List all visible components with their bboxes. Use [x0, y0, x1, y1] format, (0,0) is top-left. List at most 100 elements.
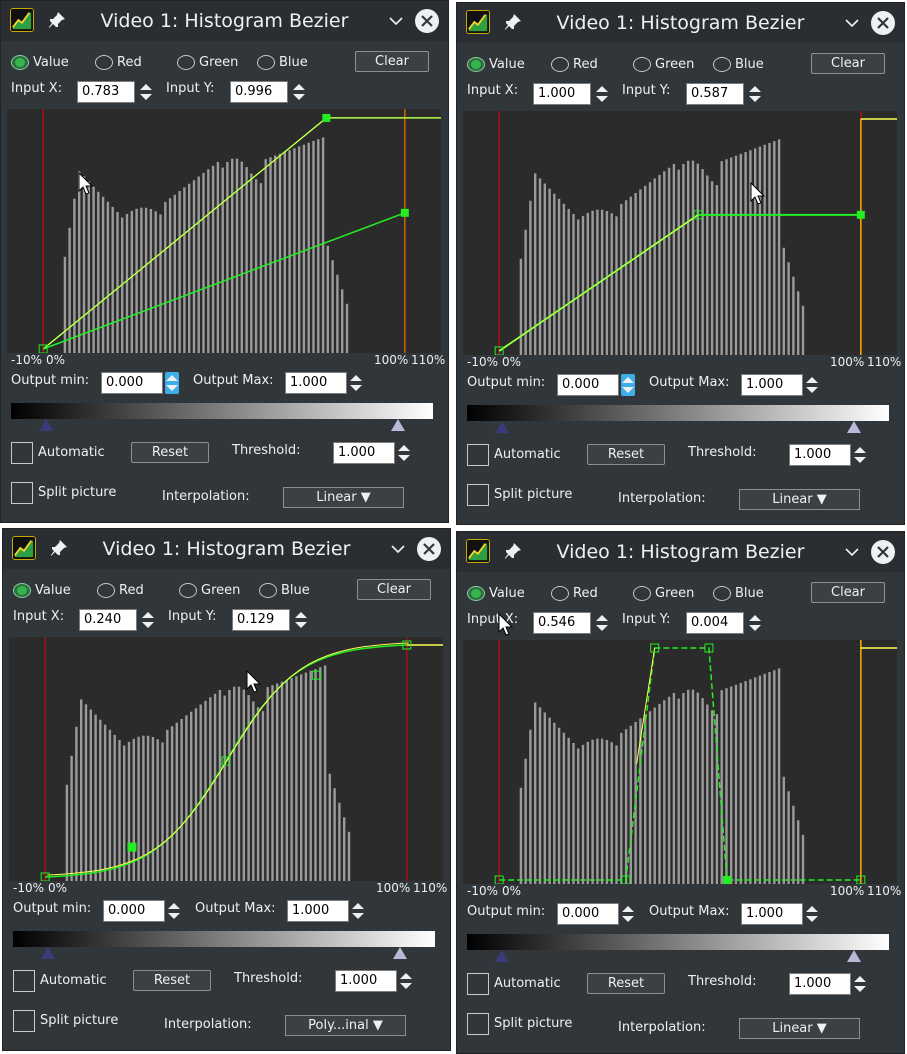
pin-icon[interactable]: [49, 538, 69, 558]
chevron-down-icon[interactable]: [844, 544, 860, 560]
output-max-handle[interactable]: [847, 950, 861, 962]
input-y-field[interactable]: 0.996: [230, 81, 288, 103]
radio-dot[interactable]: [179, 582, 197, 598]
radio-green[interactable]: Green: [633, 584, 694, 602]
output-min-stepper[interactable]: [165, 372, 179, 394]
automatic-checkbox[interactable]: [11, 442, 33, 464]
output-max-stepper[interactable]: [805, 374, 819, 396]
radio-value[interactable]: Value: [467, 584, 525, 602]
radio-green[interactable]: Green: [179, 581, 240, 599]
output-max-field[interactable]: 1.000: [287, 900, 349, 922]
radio-green[interactable]: Green: [633, 55, 694, 73]
split-picture-checkbox[interactable]: [13, 1010, 35, 1032]
input-x-stepper[interactable]: [139, 81, 153, 103]
threshold-field[interactable]: 1.000: [335, 970, 397, 992]
input-y-field[interactable]: 0.004: [686, 612, 744, 634]
radio-red[interactable]: Red: [551, 584, 598, 602]
radio-dot[interactable]: [467, 56, 485, 72]
output-min-field[interactable]: 0.000: [103, 900, 165, 922]
pin-icon[interactable]: [503, 12, 523, 32]
title-bar[interactable]: Video 1: Histogram Bezier: [457, 532, 904, 572]
input-x-field[interactable]: 0.240: [79, 609, 137, 631]
radio-dot[interactable]: [551, 56, 569, 72]
split-picture-checkbox[interactable]: [467, 484, 489, 506]
output-max-stepper[interactable]: [805, 903, 819, 925]
pin-icon[interactable]: [47, 10, 67, 30]
output-min-stepper[interactable]: [621, 374, 635, 396]
output-min-handle[interactable]: [495, 421, 509, 433]
close-icon[interactable]: [415, 9, 439, 33]
threshold-stepper[interactable]: [853, 444, 867, 466]
curve-editor[interactable]: [7, 109, 441, 353]
output-min-handle[interactable]: [39, 419, 53, 431]
radio-dot[interactable]: [95, 54, 113, 70]
title-bar[interactable]: Video 1: Histogram Bezier: [3, 529, 450, 569]
radio-blue[interactable]: Blue: [713, 584, 764, 602]
input-x-stepper[interactable]: [595, 83, 609, 105]
radio-red[interactable]: Red: [551, 55, 598, 73]
radio-dot[interactable]: [97, 582, 115, 598]
curve-editor[interactable]: [463, 640, 897, 884]
clear-button[interactable]: Clear: [355, 51, 429, 72]
output-max-field[interactable]: 1.000: [285, 372, 347, 394]
radio-red[interactable]: Red: [97, 581, 144, 599]
radio-dot[interactable]: [713, 56, 731, 72]
output-min-field[interactable]: 0.000: [557, 903, 619, 925]
input-y-stepper[interactable]: [748, 612, 762, 634]
title-bar[interactable]: Video 1: Histogram Bezier: [457, 3, 904, 43]
input-x-stepper[interactable]: [141, 609, 155, 631]
threshold-stepper[interactable]: [853, 973, 867, 995]
radio-blue[interactable]: Blue: [713, 55, 764, 73]
output-min-handle[interactable]: [41, 947, 55, 959]
chevron-down-icon[interactable]: [388, 13, 404, 29]
automatic-checkbox[interactable]: [467, 973, 489, 995]
radio-dot[interactable]: [551, 585, 569, 601]
radio-dot[interactable]: [467, 585, 485, 601]
reset-button[interactable]: Reset: [133, 970, 211, 991]
input-y-stepper[interactable]: [292, 81, 306, 103]
output-min-field[interactable]: 0.000: [101, 372, 163, 394]
chevron-down-icon[interactable]: [390, 541, 406, 557]
threshold-stepper[interactable]: [399, 970, 413, 992]
threshold-field[interactable]: 1.000: [789, 973, 851, 995]
output-min-stepper[interactable]: [167, 900, 181, 922]
radio-dot[interactable]: [633, 56, 651, 72]
output-max-field[interactable]: 1.000: [741, 903, 803, 925]
automatic-checkbox[interactable]: [13, 970, 35, 992]
interpolation-select[interactable]: Linear ▼: [739, 489, 860, 510]
radio-dot[interactable]: [177, 54, 195, 70]
input-x-field[interactable]: 0.783: [77, 81, 135, 103]
title-bar[interactable]: Video 1: Histogram Bezier: [1, 1, 448, 41]
interpolation-select[interactable]: Poly...inal ▼: [285, 1015, 406, 1036]
radio-dot[interactable]: [257, 54, 275, 70]
chevron-down-icon[interactable]: [844, 15, 860, 31]
output-min-stepper[interactable]: [621, 903, 635, 925]
close-icon[interactable]: [871, 540, 895, 564]
threshold-field[interactable]: 1.000: [789, 444, 851, 466]
split-picture-checkbox[interactable]: [11, 482, 33, 504]
output-max-field[interactable]: 1.000: [741, 374, 803, 396]
radio-dot[interactable]: [633, 585, 651, 601]
split-picture-checkbox[interactable]: [467, 1013, 489, 1035]
radio-green[interactable]: Green: [177, 53, 238, 71]
threshold-field[interactable]: 1.000: [333, 442, 395, 464]
radio-blue[interactable]: Blue: [257, 53, 308, 71]
interpolation-select[interactable]: Linear ▼: [283, 487, 404, 508]
radio-value[interactable]: Value: [467, 55, 525, 73]
interpolation-select[interactable]: Linear ▼: [739, 1018, 860, 1039]
input-y-stepper[interactable]: [748, 83, 762, 105]
output-max-handle[interactable]: [847, 421, 861, 433]
reset-button[interactable]: Reset: [587, 973, 665, 994]
reset-button[interactable]: Reset: [131, 442, 209, 463]
close-icon[interactable]: [417, 537, 441, 561]
radio-value[interactable]: Value: [11, 53, 69, 71]
output-max-stepper[interactable]: [351, 900, 365, 922]
curve-editor[interactable]: [9, 637, 443, 881]
radio-dot[interactable]: [13, 582, 31, 598]
input-x-field[interactable]: 0.546: [533, 612, 591, 634]
radio-dot[interactable]: [259, 582, 277, 598]
output-max-stepper[interactable]: [349, 372, 363, 394]
output-min-field[interactable]: 0.000: [557, 374, 619, 396]
output-max-handle[interactable]: [393, 947, 407, 959]
radio-value[interactable]: Value: [13, 581, 71, 599]
